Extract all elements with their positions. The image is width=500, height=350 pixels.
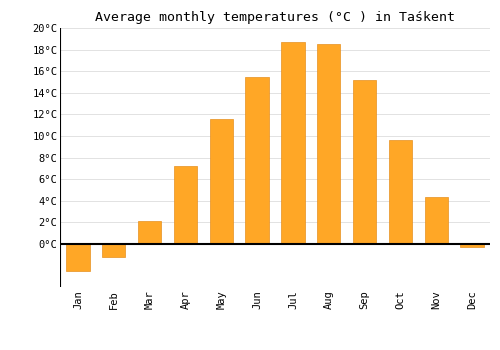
Bar: [317, 44, 340, 244]
Bar: [102, 244, 126, 257]
Bar: [389, 140, 412, 244]
Bar: [353, 80, 376, 244]
Bar: [66, 244, 90, 271]
Bar: [246, 77, 268, 244]
Title: Average monthly temperatures (°C ) in Taśkent: Average monthly temperatures (°C ) in Ta…: [95, 11, 455, 24]
Bar: [460, 244, 483, 247]
Bar: [282, 42, 304, 244]
Bar: [424, 197, 448, 244]
Bar: [174, 166, 197, 244]
Bar: [138, 221, 161, 244]
Bar: [210, 119, 233, 244]
